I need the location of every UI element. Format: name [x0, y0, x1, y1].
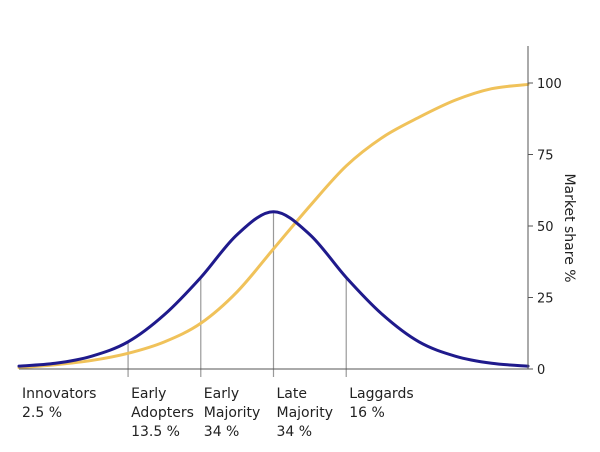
category-labels: Innovators 2.5 % Early Adopters 13.5 %Early M…	[22, 386, 414, 440]
cumulative-market-share-curve	[17, 82, 530, 370]
category-label: Laggards 16 %	[349, 386, 413, 421]
y-tick-label: 50	[537, 220, 554, 235]
category-label: Innovators 2.5 %	[22, 386, 96, 421]
adoption-bell-curve	[17, 210, 530, 368]
y-tick-label: 100	[537, 77, 562, 92]
y-tick-label: 75	[537, 149, 554, 164]
category-label: Late Majority 34 %	[277, 386, 334, 440]
y-tick-label: 25	[537, 292, 554, 307]
series-curves	[17, 82, 530, 370]
y-tick-label: 0	[537, 363, 545, 378]
category-label: Early Adopters 13.5 %	[131, 386, 194, 440]
y-axis-title: Market share %	[561, 173, 577, 282]
category-label: Early Majority 34 %	[204, 386, 261, 440]
y-axis-ticks: 0 25 50 75 100	[528, 77, 562, 378]
segment-boundary-lines	[127, 211, 347, 377]
